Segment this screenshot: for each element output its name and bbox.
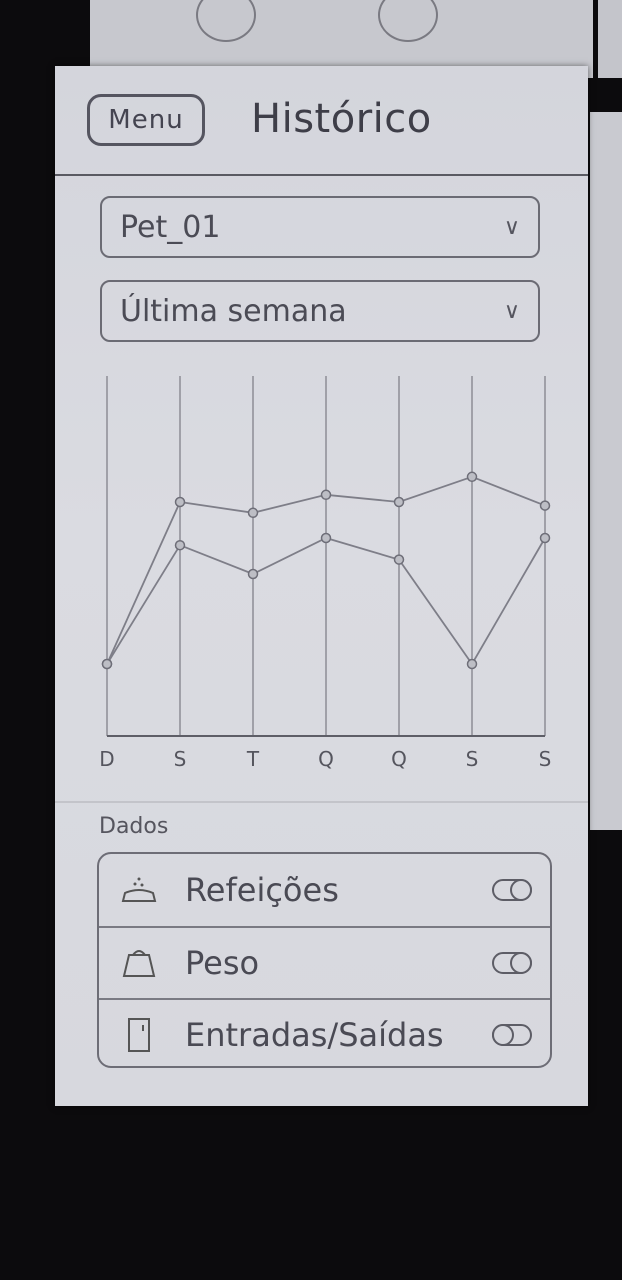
paper-fold	[55, 801, 588, 803]
data-point	[466, 471, 478, 483]
data-section-label: Dados	[99, 814, 169, 839]
x-tick-label: T	[246, 747, 260, 771]
data-point	[247, 507, 259, 519]
data-point	[466, 658, 478, 670]
data-point	[247, 568, 259, 580]
x-tick-label: Q	[391, 747, 407, 771]
chevron-down-icon: ∨	[503, 214, 520, 240]
background-screen-card	[90, 0, 593, 78]
data-item-refeicoes[interactable]: Refeições	[99, 854, 550, 926]
period-select[interactable]: Última semana ∨	[100, 280, 540, 342]
data-item-label: Peso	[185, 944, 260, 982]
x-tick-label: S	[174, 747, 187, 771]
data-point	[320, 489, 332, 501]
page-title: Histórico	[251, 96, 432, 142]
x-tick-label: S	[539, 747, 552, 771]
data-item-label: Refeições	[185, 871, 339, 909]
data-point	[539, 500, 551, 511]
history-screen: Menu Histórico Pet_01 ∨ Última semana ∨ …	[55, 66, 588, 1106]
toggle-switch[interactable]	[492, 952, 532, 974]
chevron-down-icon: ∨	[503, 298, 520, 324]
weight-icon	[119, 943, 159, 983]
background-screen-card-right	[590, 112, 622, 830]
data-item-peso[interactable]: Peso	[99, 926, 550, 998]
data-point	[320, 532, 332, 544]
x-tick-label: Q	[318, 747, 334, 771]
period-select-value: Última semana	[120, 293, 347, 329]
app-header: Menu Histórico	[55, 66, 588, 176]
background-screen-card-corner	[598, 0, 622, 78]
pet-select[interactable]: Pet_01 ∨	[100, 196, 540, 258]
data-point	[101, 658, 113, 670]
data-point	[393, 554, 405, 565]
toggle-switch[interactable]	[492, 1024, 532, 1046]
pet-select-value: Pet_01	[120, 209, 221, 245]
data-toggle-list: Refeições Peso Entradas/Saídas	[97, 852, 552, 1068]
data-point	[393, 496, 405, 508]
toggle-switch[interactable]	[492, 879, 532, 901]
door-icon	[119, 1015, 159, 1055]
camera-icon	[196, 0, 256, 42]
x-tick-label: S	[466, 747, 479, 771]
data-point	[174, 539, 186, 551]
x-tick-label: D	[99, 747, 114, 771]
data-point	[539, 532, 551, 544]
data-point	[174, 496, 186, 508]
data-item-entradas-saidas[interactable]: Entradas/Saídas	[99, 998, 550, 1070]
menu-button[interactable]: Menu	[87, 94, 205, 146]
bowl-icon	[378, 0, 438, 42]
data-item-label: Entradas/Saídas	[185, 1016, 444, 1054]
food-bowl-icon	[119, 870, 159, 910]
